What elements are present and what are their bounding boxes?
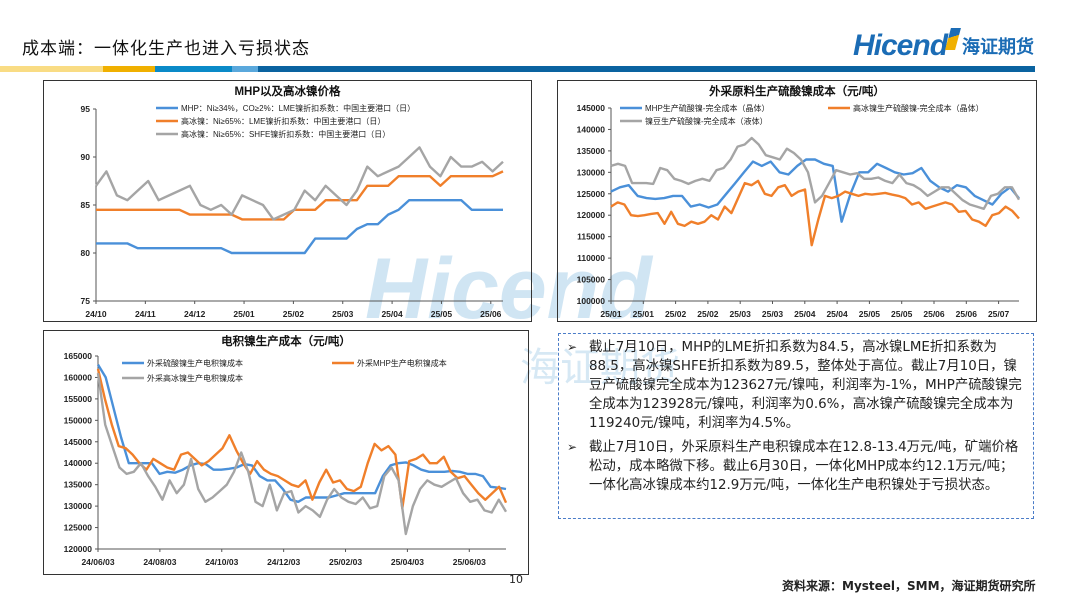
company-logo: Hicend 海证期货 (853, 28, 1034, 64)
x-tick-label: 25/04 (381, 309, 403, 319)
x-tick-label: 25/05 (431, 309, 453, 319)
y-tick-label: 100000 (577, 296, 606, 306)
y-tick-label: 135000 (64, 480, 93, 490)
y-tick-label: 135000 (577, 146, 606, 156)
x-tick-label: 24/06/03 (81, 557, 114, 567)
y-tick-label: 85 (81, 200, 91, 210)
chart-panel-nickel-sulfate-cost: 外采原料生产硫酸镍成本（元/吨） 100000 105000 110000 115000… (557, 80, 1037, 322)
x-tick-label: 24/08/03 (143, 557, 176, 567)
bullet-arrow-icon: ➢ (567, 440, 578, 454)
page-number: 10 (509, 573, 523, 586)
logo-wing-icon (945, 28, 961, 50)
band-segment (258, 66, 1035, 72)
y-tick-label: 80 (81, 248, 91, 258)
x-tick-label: 24/10 (85, 309, 107, 319)
series-line (95, 146, 504, 221)
y-tick-label: 90 (81, 152, 91, 162)
x-tick-label: 25/02 (665, 309, 687, 319)
chart-title: 电积镍生产成本（元/吨） (221, 334, 351, 348)
series-line (96, 368, 508, 510)
y-tick-label: 130000 (577, 167, 606, 177)
series-line (96, 170, 504, 221)
x-tick-label: 25/01 (233, 309, 255, 319)
band-segment (0, 66, 103, 72)
band-segment (232, 66, 258, 72)
legend-label: 外采MHP生产电积镍成本 (357, 358, 447, 368)
source-note: 资料来源：Mysteel，SMM，海证期货研究所 (782, 579, 1036, 593)
x-tick-label: 25/06 (480, 309, 502, 319)
chart-title: MHP以及高冰镍价格 (234, 84, 341, 98)
legend-label: 镍豆生产硫酸镍-完全成本（液体） (645, 116, 768, 126)
x-tick-label: 25/02 (697, 309, 719, 319)
note-text: 截止7月10日，MHP的LME折扣系数为84.5，高冰镍LME折扣系数为88.5… (589, 340, 1022, 431)
y-tick-label: 120000 (577, 210, 606, 220)
y-tick-label: 150000 (64, 415, 93, 425)
x-tick-label: 25/05 (859, 309, 881, 319)
band-segment (155, 66, 232, 72)
x-tick-label: 24/11 (135, 309, 156, 319)
x-tick-label: 25/04 (826, 309, 848, 319)
y-tick-label: 120000 (64, 544, 93, 554)
x-tick-label: 25/01 (600, 309, 622, 319)
y-tick-label: 95 (81, 104, 91, 114)
y-tick-label: 165000 (64, 351, 93, 361)
chart-panel-electro-nickel-cost: 电积镍生产成本（元/吨） 120000 125000 130000 135000 1400… (43, 330, 529, 575)
chart-title: 外采原料生产硫酸镍成本（元/吨） (708, 84, 885, 98)
note-text: 截止7月10日，外采原料生产电积镍成本在12.8-13.4万元/吨，矿端价格松动… (589, 440, 1019, 493)
legend-label: MHP生产硫酸镍-完全成本（晶体） (645, 103, 769, 113)
y-tick-label: 125000 (577, 189, 606, 199)
series-line (96, 363, 507, 504)
chart-panel-mhp-price: MHP以及高冰镍价格 75 80 85 90 95 24/10 24/11 24/12 25/01… (43, 80, 532, 322)
y-tick-label: 130000 (64, 501, 93, 511)
series-line (610, 179, 1020, 247)
y-tick-label: 115000 (577, 232, 605, 242)
series-line (96, 373, 508, 536)
x-tick-label: 24/10/03 (205, 557, 238, 567)
logo-text-cn: 海证期货 (962, 37, 1035, 58)
x-tick-label: 25/05 (891, 309, 913, 319)
x-tick-label: 25/03 (730, 309, 752, 319)
series-line (610, 136, 1021, 211)
x-tick-label: 24/12/03 (267, 557, 300, 567)
x-tick-label: 25/04/03 (391, 557, 424, 567)
x-tick-label: 25/02/03 (329, 557, 362, 567)
x-tick-label: 25/03 (762, 309, 784, 319)
chart-electro-nickel-cost: 电积镍生产成本（元/吨） 120000 125000 130000 135000 1400… (64, 334, 508, 567)
note-item: ➢ 截止7月10日，MHP的LME折扣系数为84.5，高冰镍LME折扣系数为88… (567, 338, 1025, 433)
y-tick-label: 140000 (64, 458, 93, 468)
x-tick-label: 25/01 (633, 309, 655, 319)
y-tick-label: 110000 (577, 253, 605, 263)
y-tick-label: 160000 (64, 372, 93, 382)
x-tick-label: 25/04 (794, 309, 816, 319)
bullet-arrow-icon: ➢ (567, 340, 578, 354)
x-tick-label: 25/02 (283, 309, 305, 319)
x-tick-label: 25/06 (956, 309, 978, 319)
series-line (96, 198, 503, 255)
logo-text-en: Hicend (853, 29, 948, 62)
note-item: ➢ 截止7月10日，外采原料生产电积镍成本在12.8-13.4万元/吨，矿端价格… (567, 438, 1025, 495)
legend-label: 外采高冰镍生产电积镍成本 (147, 373, 243, 383)
legend-label: 高冰镍：Ni≥65%：SHFE镍折扣系数：中国主要港口（日） (181, 129, 390, 139)
chart-mhp-price: MHP以及高冰镍价格 75 80 85 90 95 24/10 24/11 24/12 25/01… (81, 84, 504, 319)
legend-label: 外采硫酸镍生产电积镍成本 (147, 358, 243, 368)
y-tick-label: 105000 (577, 275, 606, 285)
y-tick-label: 75 (81, 296, 91, 306)
x-tick-label: 24/12 (184, 309, 206, 319)
page-title: 成本端：一体化生产也进入亏损状态 (22, 39, 310, 59)
x-tick-label: 25/03 (332, 309, 354, 319)
chart-nickel-sulfate-cost: 外采原料生产硫酸镍成本（元/吨） 100000 105000 110000 115000… (577, 84, 1021, 319)
notes-box: ➢ 截止7月10日，MHP的LME折扣系数为84.5，高冰镍LME折扣系数为88… (558, 333, 1034, 519)
x-tick-label: 25/06 (923, 309, 945, 319)
y-tick-label: 145000 (577, 103, 606, 113)
band-segment (103, 66, 155, 72)
y-tick-label: 140000 (577, 124, 606, 134)
y-tick-label: 145000 (64, 437, 93, 447)
legend-label: 高冰镍生产硫酸镍-完全成本（晶体） (853, 103, 984, 113)
legend-label: 高冰镍：Ni≥65%：LME镍折扣系数：中国主要港口（日） (181, 116, 385, 126)
y-tick-label: 155000 (64, 394, 93, 404)
x-tick-label: 25/07 (988, 309, 1010, 319)
x-tick-label: 25/06/03 (453, 557, 486, 567)
y-tick-label: 125000 (64, 523, 93, 533)
legend-label: MHP：Ni≥34%，CO≥2%：LME镍折扣系数：中国主要港口（日） (181, 103, 415, 113)
